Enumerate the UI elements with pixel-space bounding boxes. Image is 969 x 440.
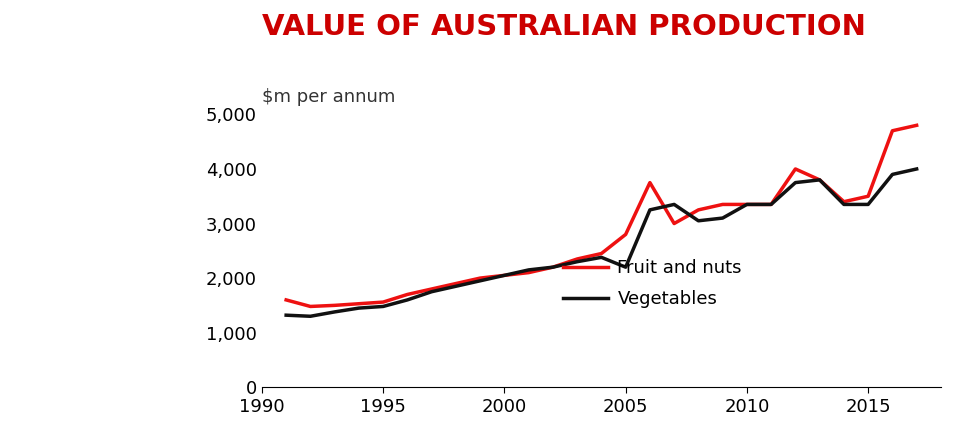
Fruit and nuts	[643, 180, 655, 185]
Vegetables	[547, 264, 558, 270]
Fruit and nuts	[837, 199, 849, 204]
Vegetables	[619, 264, 631, 270]
Fruit and nuts	[377, 300, 389, 305]
Vegetables	[813, 177, 825, 183]
Vegetables	[886, 172, 897, 177]
Line: Vegetables: Vegetables	[286, 169, 916, 316]
Fruit and nuts	[328, 303, 340, 308]
Fruit and nuts	[353, 301, 364, 306]
Vegetables	[304, 314, 316, 319]
Vegetables	[789, 180, 800, 185]
Vegetables	[595, 255, 607, 260]
Fruit and nuts	[401, 292, 413, 297]
Vegetables	[401, 297, 413, 303]
Fruit and nuts	[595, 251, 607, 256]
Vegetables	[861, 202, 873, 207]
Text: VALUE OF AUSTRALIAN PRODUCTION: VALUE OF AUSTRALIAN PRODUCTION	[262, 13, 865, 41]
Vegetables	[280, 312, 292, 318]
Line: Fruit and nuts: Fruit and nuts	[286, 125, 916, 306]
Vegetables	[740, 202, 752, 207]
Fruit and nuts	[910, 123, 922, 128]
Vegetables	[498, 273, 510, 278]
Vegetables	[328, 309, 340, 315]
Fruit and nuts	[571, 257, 582, 262]
Fruit and nuts	[765, 202, 776, 207]
Vegetables	[377, 304, 389, 309]
Fruit and nuts	[498, 273, 510, 278]
Vegetables	[571, 259, 582, 264]
Fruit and nuts	[474, 275, 485, 281]
Fruit and nuts	[740, 202, 752, 207]
Fruit and nuts	[813, 177, 825, 183]
Fruit and nuts	[668, 221, 679, 226]
Fruit and nuts	[522, 270, 534, 275]
Vegetables	[522, 267, 534, 272]
Vegetables	[692, 218, 703, 224]
Fruit and nuts	[789, 166, 800, 172]
Fruit and nuts	[425, 286, 437, 292]
Vegetables	[353, 305, 364, 311]
Vegetables	[837, 202, 849, 207]
Vegetables	[450, 284, 461, 289]
Fruit and nuts	[450, 281, 461, 286]
Vegetables	[910, 166, 922, 172]
Fruit and nuts	[692, 207, 703, 213]
Vegetables	[425, 289, 437, 294]
Fruit and nuts	[716, 202, 728, 207]
Vegetables	[474, 278, 485, 283]
Fruit and nuts	[304, 304, 316, 309]
Fruit and nuts	[861, 194, 873, 199]
Vegetables	[765, 202, 776, 207]
Fruit and nuts	[280, 297, 292, 303]
Fruit and nuts	[547, 264, 558, 270]
Vegetables	[716, 216, 728, 221]
Fruit and nuts	[619, 232, 631, 237]
Fruit and nuts	[886, 128, 897, 133]
Vegetables	[668, 202, 679, 207]
Legend: Fruit and nuts, Vegetables: Fruit and nuts, Vegetables	[555, 252, 748, 315]
Vegetables	[643, 207, 655, 213]
Text: $m per annum: $m per annum	[262, 88, 395, 106]
